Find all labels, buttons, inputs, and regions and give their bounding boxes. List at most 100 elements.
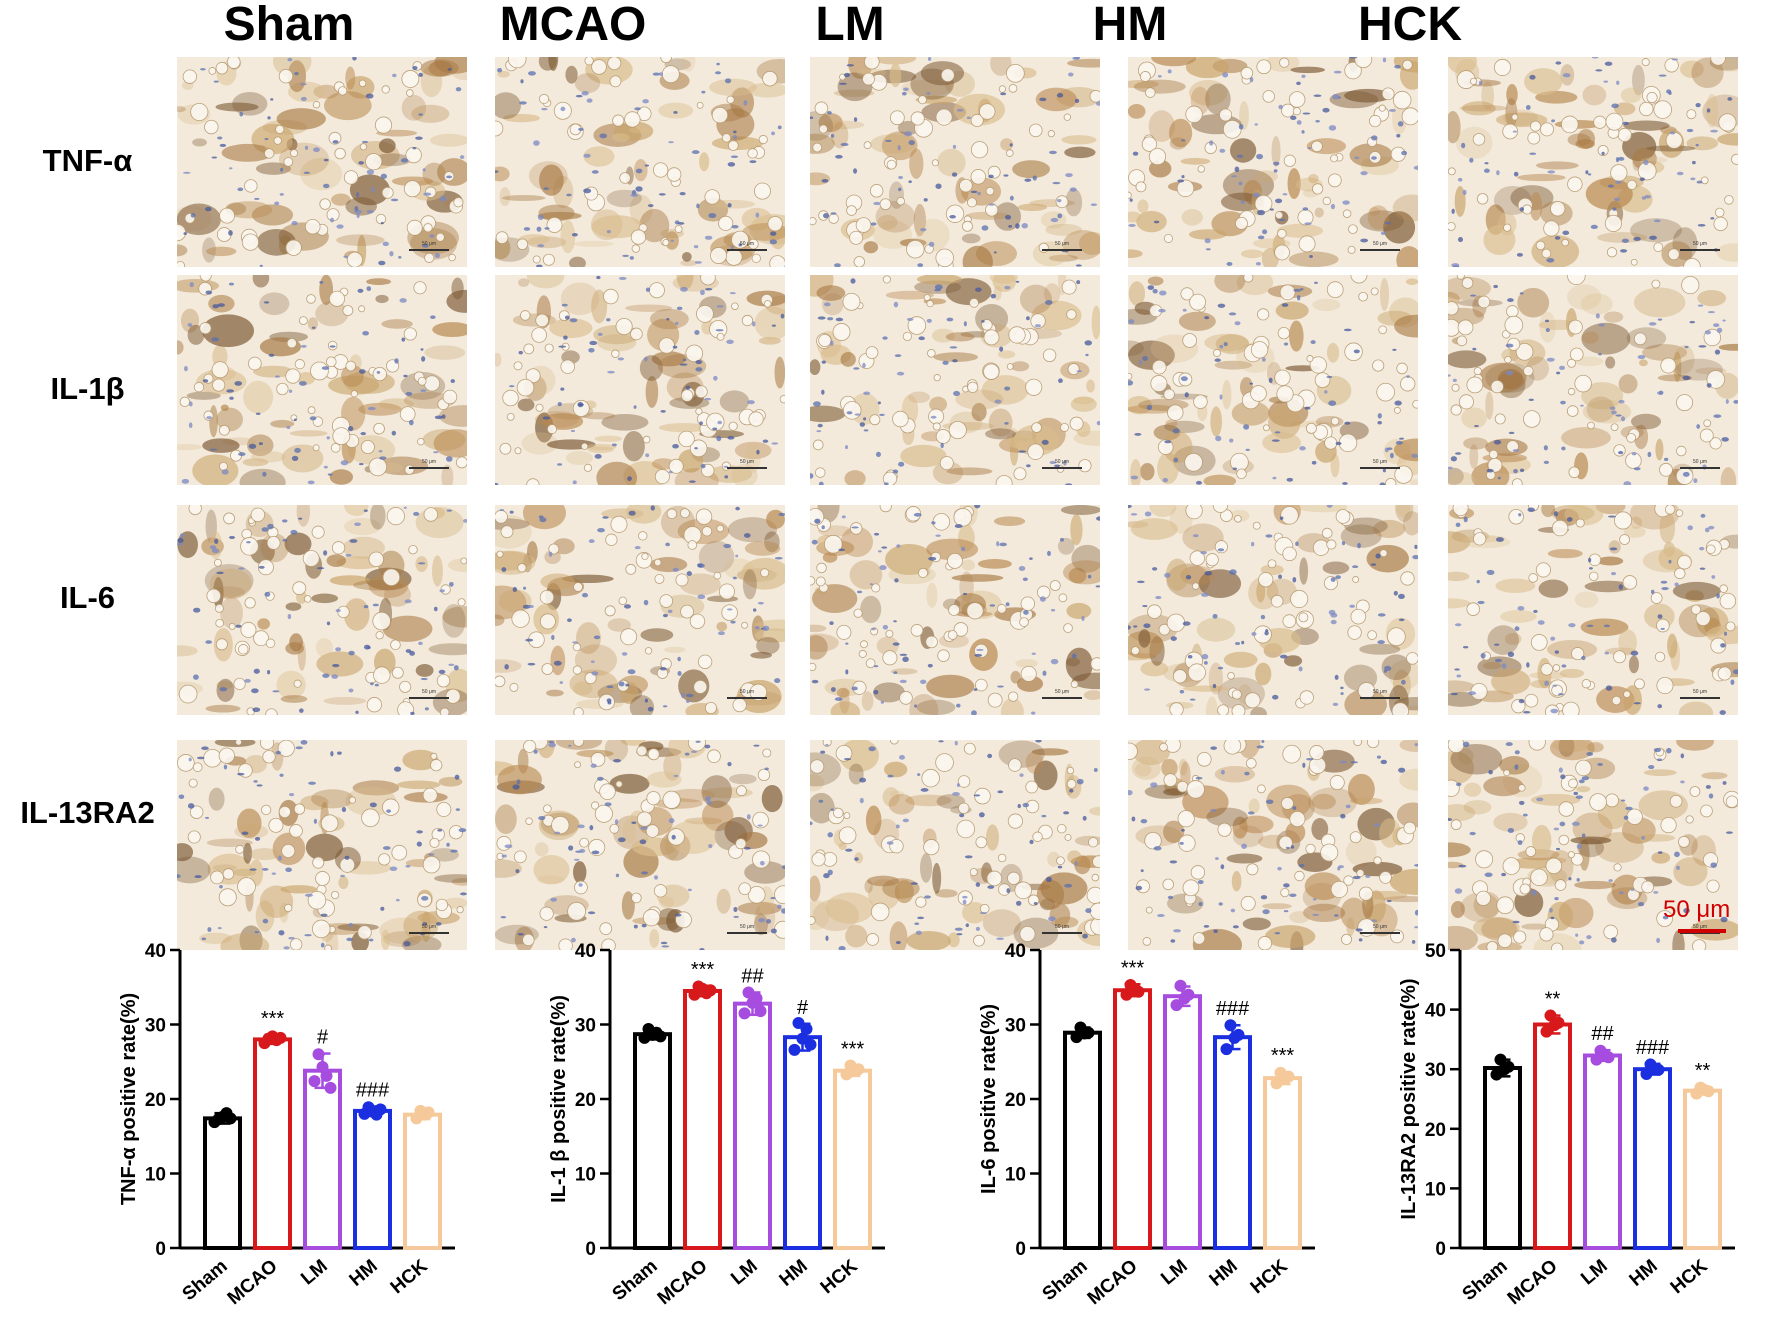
micrograph-tnf-α-lm xyxy=(810,57,1100,267)
x-tick-label: Sham xyxy=(1459,1256,1512,1305)
micrograph-tnf-α-mcao xyxy=(495,57,785,267)
bar-sham xyxy=(633,1032,672,1250)
y-tick-label: 10 xyxy=(1425,1179,1446,1200)
panel-scale-bar xyxy=(1042,467,1082,469)
panel-scale-text: 50 μm xyxy=(1055,924,1069,930)
row-label-il-13ra2: IL-13RA2 xyxy=(20,795,155,830)
panel-scale-text: 50 μm xyxy=(1693,241,1707,247)
y-tick-label: 30 xyxy=(1425,1060,1446,1081)
micrograph-il-1β-mcao xyxy=(495,275,785,485)
panel-scale-text: 50 μm xyxy=(1693,689,1707,695)
panel-scale-bar xyxy=(727,697,767,699)
panel-scale-bar xyxy=(409,697,449,699)
data-point xyxy=(312,1048,325,1061)
significance-label: *** xyxy=(841,1038,865,1060)
column-header-hm: HM xyxy=(1092,0,1168,51)
column-header-hck: HCK xyxy=(1358,0,1462,51)
data-point xyxy=(1282,1070,1295,1083)
data-point xyxy=(1174,979,1187,992)
y-tick-label: 40 xyxy=(145,941,166,962)
bar-lm xyxy=(1583,1053,1622,1250)
data-point xyxy=(1652,1063,1665,1076)
micrograph-il-6-sham xyxy=(177,505,467,715)
row-label-il-1beta: IL-1β xyxy=(50,371,125,406)
significance-label: ## xyxy=(741,965,764,987)
y-axis-label: IL-6 positive rate(%) xyxy=(978,1004,1000,1194)
micrograph-il-13ra2-hck xyxy=(1448,740,1738,950)
data-point xyxy=(1224,1019,1237,1032)
data-point xyxy=(324,1081,337,1094)
x-tick-label: HCK xyxy=(387,1256,432,1299)
bar-hck xyxy=(403,1112,442,1250)
y-tick-label: 30 xyxy=(575,1016,596,1037)
micrograph-il-6-hck xyxy=(1448,505,1738,715)
data-point xyxy=(1132,985,1145,998)
bar-hm xyxy=(1213,1035,1252,1251)
panel-scale-text: 50 μm xyxy=(422,459,436,465)
panel-scale-bar xyxy=(727,249,767,251)
row-label-il-6: IL-6 xyxy=(59,580,116,615)
micrograph-tnf-α-sham xyxy=(177,57,467,267)
panel-scale-text: 50 μm xyxy=(1373,241,1387,247)
panel-scale-bar xyxy=(1360,932,1400,934)
y-tick-label: 50 xyxy=(1425,941,1446,962)
y-tick-label: 40 xyxy=(1005,941,1026,962)
panel-scale-text: 50 μm xyxy=(740,689,754,695)
panel-scale-text: 50 μm xyxy=(740,241,754,247)
x-tick-label: Sham xyxy=(1039,1256,1092,1305)
bar-sham xyxy=(1483,1066,1522,1251)
micrograph-il-1β-lm xyxy=(810,275,1100,485)
data-point xyxy=(1220,1043,1233,1056)
bar-lm xyxy=(1163,994,1202,1250)
panel-scale-text: 50 μm xyxy=(1055,241,1069,247)
data-point xyxy=(754,1005,767,1018)
x-tick-label: HM xyxy=(346,1256,382,1291)
panel-scale-bar xyxy=(727,932,767,934)
significance-label: ### xyxy=(356,1079,390,1101)
x-tick-label: LM xyxy=(1577,1256,1612,1290)
scale-bar-label: 50 μm xyxy=(1663,896,1731,923)
x-tick-label: MCAO xyxy=(1504,1256,1562,1309)
data-point xyxy=(320,1069,333,1082)
x-tick-label: LM xyxy=(297,1256,332,1290)
y-axis-label: IL-1 β positive rate(%) xyxy=(548,995,570,1203)
column-header-sham: Sham xyxy=(223,0,355,51)
data-point xyxy=(1502,1060,1515,1073)
data-point xyxy=(1540,1025,1553,1038)
panel-scale-bar xyxy=(1360,467,1400,469)
micrograph-il-1β-hm xyxy=(1128,275,1418,485)
bar-lm xyxy=(733,1001,772,1250)
panel-scale-bar xyxy=(1042,697,1082,699)
panel-scale-text: 50 μm xyxy=(422,924,436,930)
panel-scale-bar xyxy=(1360,249,1400,251)
data-point xyxy=(792,1017,805,1030)
x-tick-label: LM xyxy=(727,1256,762,1290)
micrograph-il-13ra2-sham xyxy=(177,740,467,950)
significance-label: *** xyxy=(691,959,715,981)
x-tick-label: LM xyxy=(1157,1256,1192,1290)
significance-label: *** xyxy=(261,1008,285,1030)
chart-il-6: 0 10 20 30 40 IL-6 positive rate(%) Sham *** MCA… xyxy=(970,941,1370,1335)
bar-lm xyxy=(303,1068,342,1250)
data-point xyxy=(374,1103,387,1116)
y-tick-label: 30 xyxy=(1005,1016,1026,1037)
data-point xyxy=(1082,1026,1095,1039)
micrograph-il-1β-sham xyxy=(177,275,467,485)
bar-hm xyxy=(353,1108,392,1250)
data-point xyxy=(704,984,717,997)
data-point xyxy=(742,986,755,999)
y-tick-label: 40 xyxy=(575,941,596,962)
y-axis-label: TNF-α positive rate(%) xyxy=(118,993,140,1205)
x-tick-label: HCK xyxy=(817,1256,862,1299)
y-tick-label: 30 xyxy=(145,1016,166,1037)
bar-hck xyxy=(833,1068,872,1250)
y-tick-label: 20 xyxy=(145,1090,166,1111)
micrograph-il-13ra2-lm xyxy=(810,740,1100,950)
y-tick-label: 20 xyxy=(1425,1120,1446,1141)
significance-label: ### xyxy=(1216,998,1250,1020)
chart-il-13ra2: 0 10 20 30 40 50 IL-13RA2 positive rate(%) Sham… xyxy=(1390,941,1770,1335)
panel-scale-text: 50 μm xyxy=(1693,459,1707,465)
column-header-lm: LM xyxy=(815,0,885,51)
data-point xyxy=(308,1075,321,1088)
micrograph-tnf-α-hck xyxy=(1448,57,1738,267)
